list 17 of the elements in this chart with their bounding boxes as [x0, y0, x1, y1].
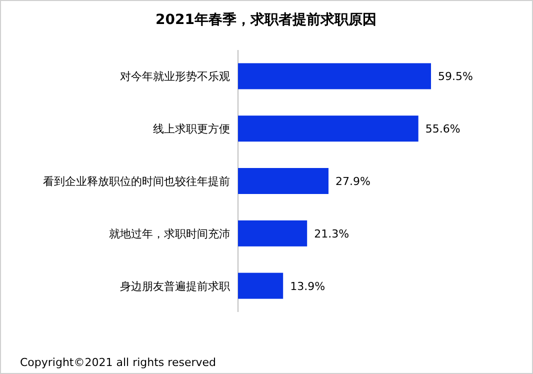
bar — [238, 63, 431, 90]
data-label: 13.9% — [290, 280, 326, 293]
y-tick-label: 就地过年，求职时间充沛 — [109, 227, 230, 240]
y-tick-label: 线上求职更方便 — [153, 122, 230, 136]
bar — [238, 220, 308, 246]
chart-title: 2021年春季，求职者提前求职原因 — [156, 11, 376, 28]
y-tick-label: 身边朋友普遍提前求职 — [120, 280, 230, 293]
bar — [238, 168, 328, 194]
y-tick-label: 对今年就业形势不乐观 — [120, 70, 230, 84]
bar — [238, 116, 418, 142]
text: Copyright©2021 all rights reserved — [20, 356, 216, 369]
y-tick-label: 看到企业释放职位的时间也较往年提前 — [43, 175, 230, 188]
data-label: 27.9% — [336, 175, 370, 188]
data-label: 21.3% — [314, 227, 350, 240]
data-label: 59.5% — [438, 70, 473, 84]
data-label: 55.6% — [425, 122, 460, 136]
bar — [238, 272, 284, 299]
